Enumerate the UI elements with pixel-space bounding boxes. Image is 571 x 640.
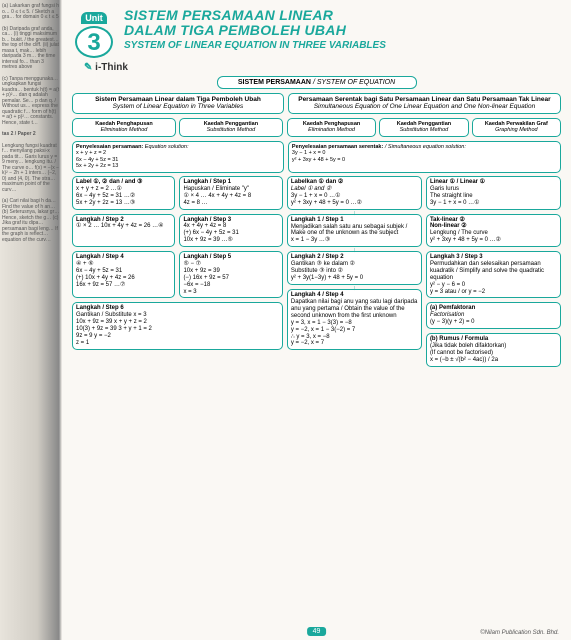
root-box: SISTEM PERSAMAAN / SYSTEM OF EQUATION	[217, 76, 417, 89]
right-equations: Penyelesaian persamaan serentak: / Simul…	[288, 141, 561, 173]
right-factor-a: (a) Pemfaktoran Factorisation (y − 3)(y …	[426, 302, 561, 329]
method-elim-right: Kaedah Penghapusan Elimination Method	[287, 118, 376, 137]
title-line2: DALAM TIGA PEMBOLEH UBAH	[124, 23, 561, 38]
right-step2: Langkah 2 / Step 2 Gantikan ③ ke dalam ②…	[287, 251, 422, 285]
main-page: Unit 3 SISTEM PERSAMAAN LINEAR DALAM TIG…	[62, 0, 571, 640]
unit-number: 3	[75, 26, 113, 58]
method-graph: Kaedah Perwakilan Graf Graphing Method	[472, 118, 561, 137]
left-equations: Penyelesaian persamaan: Equation solutio…	[72, 141, 284, 173]
left-step6: Langkah / Step 6 Gantikan / Substitute x…	[72, 302, 283, 349]
steps-area: Label ①, ② dan / and ③ x + y + z = 2 …① …	[72, 176, 561, 371]
left-label-box: Label ①, ② dan / and ③ x + y + z = 2 …① …	[72, 176, 175, 210]
unit-badge: Unit 3	[72, 8, 116, 58]
left-step5: Langkah / Step 5 ⑤ − ⑦ 10x + 9z = 39 (−)…	[179, 251, 282, 298]
left-step1: Langkah / Step 1 Hapuskan / Eliminate "y…	[179, 176, 282, 210]
equation-row: Penyelesaian persamaan: Equation solutio…	[72, 141, 561, 176]
left-step4: Langkah / Step 4 ④ + ⑥ 6x − 4y + 5z = 31…	[72, 251, 175, 298]
title-sub: SYSTEM OF LINEAR EQUATION IN THREE VARIA…	[124, 40, 561, 51]
method-subs-left: Kaedah Penggantian Substitution Method	[179, 118, 283, 137]
right-step3: Langkah 3 / Step 3 Permudahkan dan seles…	[426, 251, 561, 298]
right-formula-b: (b) Rumus / Formula (Jika tidak boleh di…	[426, 333, 561, 367]
left-step3: Langkah / Step 3 4x + 4y + 4z = 8 (+) 6x…	[179, 214, 282, 248]
page-number: 49	[307, 627, 327, 636]
branch-row: Sistem Persamaan Linear dalam Tiga Pembo…	[72, 93, 561, 118]
title-line1: SISTEM PERSAMAAN LINEAR	[124, 8, 561, 23]
right-linear: Linear ① / Linear ① Garis lurus The stra…	[426, 176, 561, 210]
right-nonlinear: Tak-linear ② Non-linear ② Lengkung / The…	[426, 214, 561, 248]
right-step4: Langkah 4 / Step 4 Dapatkan nilai bagi a…	[287, 289, 422, 350]
methods-row: Kaedah Penghapusan Elimination Method Ka…	[72, 118, 561, 141]
method-elim-left: Kaedah Penghapusan Elimination Method	[72, 118, 176, 137]
publisher: ©Nilam Publication Sdn. Bhd.	[480, 630, 559, 636]
left-step2: Langkah / Step 2 ① × 2 … 10x + 4y + 4z =…	[72, 214, 175, 248]
branch-right: Persamaan Serentak bagi Satu Persamaan L…	[288, 93, 561, 114]
ithink-label: i-Think	[84, 62, 561, 73]
right-step1: Langkah 1 / Step 1 Menjadikan salah satu…	[287, 214, 422, 248]
unit-label: Unit	[81, 12, 107, 24]
branch-left: Sistem Persamaan Linear dalam Tiga Pembo…	[72, 93, 284, 114]
title-block: SISTEM PERSAMAAN LINEAR DALAM TIGA PEMBO…	[124, 8, 561, 51]
header: Unit 3 SISTEM PERSAMAAN LINEAR DALAM TIG…	[72, 8, 561, 58]
method-subs-right: Kaedah Penggantian Substitution Method	[379, 118, 468, 137]
right-label-box: Labelkan ① dan ② Label ① and ② 3y − 1 + …	[287, 176, 422, 210]
left-page-bleed: (a) Lakarkan graf fungsi h o… 0 ≤ t ≤ 5.…	[0, 0, 62, 640]
